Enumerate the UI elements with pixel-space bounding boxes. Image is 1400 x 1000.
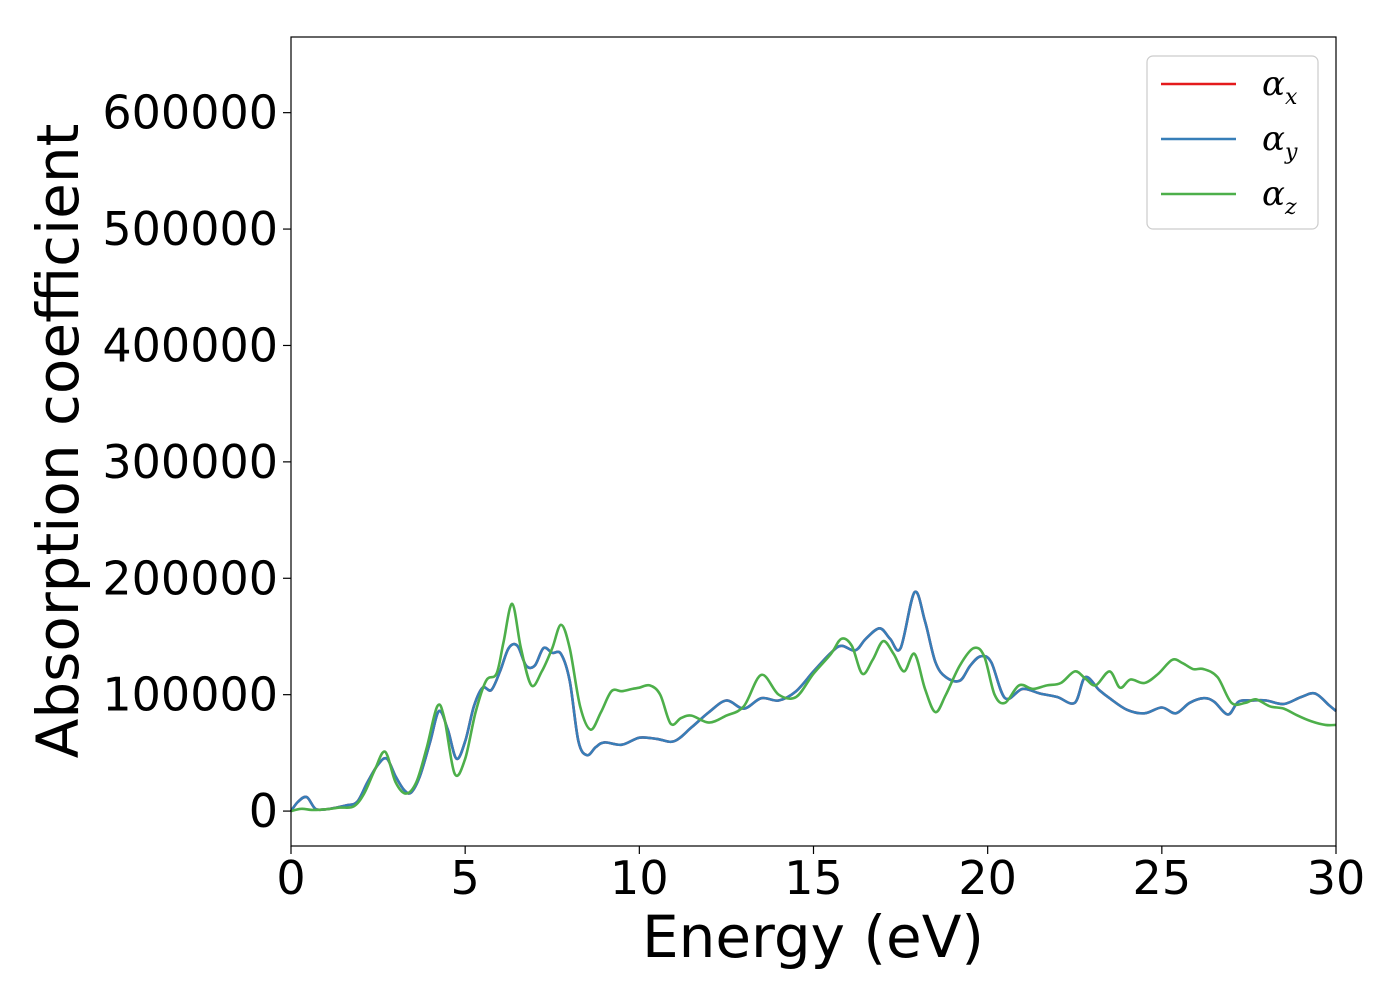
x-tick-label: 30 <box>1307 851 1366 905</box>
legend-frame <box>1146 55 1319 230</box>
y-axis: 0 100000 200000 300000 400000 500000 600000 <box>102 86 291 838</box>
legend-subscript: z <box>1284 195 1297 220</box>
y-tick-label: 600000 <box>102 86 278 140</box>
x-tick-label: 25 <box>1133 851 1192 905</box>
series-layer <box>289 590 1337 813</box>
series-line-z <box>290 602 1337 813</box>
y-tick-label: 400000 <box>102 318 278 372</box>
x-tick-label: 20 <box>958 851 1017 905</box>
legend-subscript: x <box>1285 85 1298 110</box>
series-line-y <box>289 590 1337 812</box>
x-tick-label: 15 <box>784 851 843 905</box>
legend-subscript: y <box>1284 140 1298 165</box>
x-tick-label: 5 <box>451 851 480 905</box>
y-axis-title: Absorption coefficient <box>24 124 92 759</box>
x-axis: 0 5 10 15 20 25 30 <box>276 846 1365 905</box>
y-tick-label: 500000 <box>102 202 278 256</box>
y-tick-label: 100000 <box>102 668 278 722</box>
x-tick-label: 0 <box>276 851 305 905</box>
y-tick-label: 0 <box>249 784 278 838</box>
y-tick-label: 200000 <box>102 551 278 605</box>
y-tick-label: 300000 <box>102 435 278 489</box>
x-tick-label: 10 <box>610 851 669 905</box>
x-axis-title: Energy (eV) <box>642 903 984 971</box>
